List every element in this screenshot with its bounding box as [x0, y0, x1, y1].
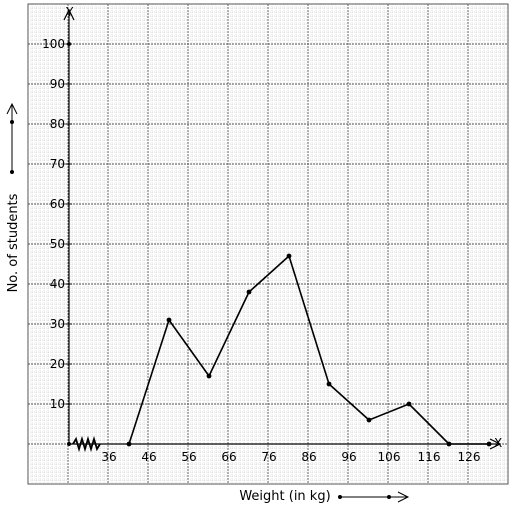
- data-point: [446, 441, 452, 447]
- data-point: [166, 317, 172, 323]
- data-point: [246, 289, 252, 295]
- x-tick-label: 76: [261, 450, 276, 464]
- x-tick-label: 116: [418, 450, 441, 464]
- y-axis-title: No. of students: [6, 193, 21, 292]
- tick-labels: 10 20 30 40 50 60 70 80 90 100 36 46 56 66 76 86 96 106 11…: [42, 37, 480, 464]
- data-point: [286, 253, 292, 259]
- grid: [27, 3, 509, 485]
- x-axis-letter: X: [494, 436, 502, 450]
- y-tick-label: 80: [50, 117, 65, 131]
- x-tick-label: 106: [378, 450, 401, 464]
- data-point: [406, 401, 412, 407]
- y-tick-label: 30: [50, 317, 65, 331]
- data-point: [126, 441, 132, 447]
- data-point: [206, 373, 212, 379]
- x-tick-label: 56: [181, 450, 196, 464]
- y-direction-arrow: [6, 102, 18, 174]
- y-tick-label: 70: [50, 157, 65, 171]
- y-tick-label: 10: [50, 397, 65, 411]
- x-tick-label: 46: [141, 450, 156, 464]
- x-tick-label: 96: [341, 450, 356, 464]
- y-axis-arrowhead: [63, 8, 75, 21]
- y-tick-label: 60: [50, 197, 65, 211]
- x-tick-label: 86: [301, 450, 316, 464]
- series-line: [128, 255, 489, 445]
- x-axis-title: Weight (in kg): [239, 489, 330, 504]
- origin-dot: [67, 442, 71, 446]
- data-series: [126, 253, 492, 447]
- y-tick-label: 100: [42, 37, 65, 51]
- data-point: [486, 441, 492, 447]
- data-point: [326, 381, 332, 387]
- x-axis-break: [72, 435, 101, 453]
- x-tick-label: 126: [458, 450, 481, 464]
- y-axis-letter: Y: [65, 5, 74, 19]
- x-direction-arrow: [338, 491, 410, 503]
- y-tick-label: 40: [50, 277, 65, 291]
- y-tick-label: 50: [50, 237, 65, 251]
- x-tick-label: 66: [221, 450, 236, 464]
- data-point: [366, 417, 372, 423]
- x-axis-arrowhead: [489, 438, 502, 450]
- y-tick-label: 90: [50, 77, 65, 91]
- y-tick-label: 20: [50, 357, 65, 371]
- x-tick-label: 36: [101, 450, 116, 464]
